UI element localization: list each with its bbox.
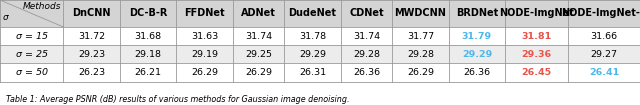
- Text: 29.29: 29.29: [462, 50, 492, 59]
- Text: σ = 50: σ = 50: [15, 68, 47, 77]
- Bar: [0, 27, 640, 45]
- Text: Methods: Methods: [23, 2, 61, 11]
- Text: DC-B-R: DC-B-R: [129, 9, 167, 18]
- Text: 26.21: 26.21: [134, 68, 161, 77]
- Text: σ = 25: σ = 25: [15, 50, 47, 59]
- Text: Table 1: Average PSNR (dB) results of various methods for Gaussian image denoisi: Table 1: Average PSNR (dB) results of va…: [6, 95, 350, 104]
- Text: DnCNN: DnCNN: [72, 9, 111, 18]
- Text: 29.29: 29.29: [299, 50, 326, 59]
- Text: 31.74: 31.74: [353, 32, 380, 41]
- Text: BRDNet: BRDNet: [456, 9, 498, 18]
- Bar: [0, 45, 640, 64]
- Text: FFDNet: FFDNet: [184, 9, 225, 18]
- Text: 26.23: 26.23: [78, 68, 105, 77]
- Text: 26.36: 26.36: [353, 68, 380, 77]
- Text: NODE-ImgNet-B: NODE-ImgNet-B: [561, 9, 640, 18]
- Text: 29.23: 29.23: [78, 50, 105, 59]
- Text: 31.74: 31.74: [245, 32, 272, 41]
- Text: 26.45: 26.45: [522, 68, 552, 77]
- Text: ADNet: ADNet: [241, 9, 276, 18]
- Text: σ = 15: σ = 15: [15, 32, 47, 41]
- Text: 31.72: 31.72: [78, 32, 105, 41]
- Text: 29.19: 29.19: [191, 50, 218, 59]
- Text: 29.36: 29.36: [522, 50, 552, 59]
- Bar: [0, 0, 640, 27]
- Text: σ: σ: [3, 13, 9, 22]
- Text: 26.31: 26.31: [299, 68, 326, 77]
- Text: MWDCNN: MWDCNN: [394, 9, 447, 18]
- Text: 29.28: 29.28: [353, 50, 380, 59]
- Text: 26.29: 26.29: [245, 68, 272, 77]
- Text: CDNet: CDNet: [349, 9, 384, 18]
- Text: 31.77: 31.77: [407, 32, 434, 41]
- Text: 29.27: 29.27: [591, 50, 618, 59]
- Text: 31.66: 31.66: [591, 32, 618, 41]
- Text: NODE-ImgNet: NODE-ImgNet: [499, 9, 574, 18]
- Text: 31.63: 31.63: [191, 32, 218, 41]
- Text: 26.29: 26.29: [191, 68, 218, 77]
- Text: 31.68: 31.68: [134, 32, 161, 41]
- Text: 29.18: 29.18: [134, 50, 161, 59]
- Text: 26.29: 26.29: [407, 68, 434, 77]
- Text: 29.28: 29.28: [407, 50, 434, 59]
- Text: 31.79: 31.79: [462, 32, 492, 41]
- Text: 29.25: 29.25: [245, 50, 272, 59]
- Text: 31.78: 31.78: [299, 32, 326, 41]
- Text: 26.36: 26.36: [463, 68, 490, 77]
- Text: 31.81: 31.81: [522, 32, 552, 41]
- Text: 26.41: 26.41: [589, 68, 620, 77]
- Bar: [0, 64, 640, 82]
- Text: DudeNet: DudeNet: [289, 9, 337, 18]
